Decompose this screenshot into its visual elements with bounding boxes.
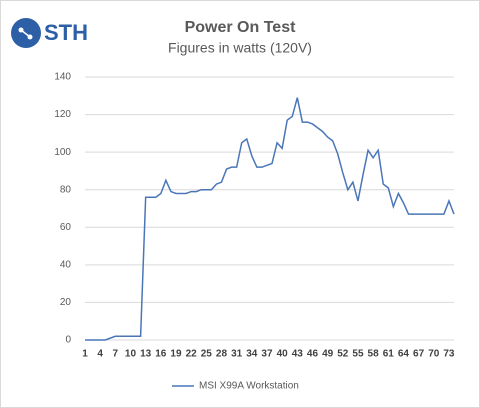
x-tick-label: 1 xyxy=(82,349,88,360)
x-tick-label: 19 xyxy=(170,349,182,360)
x-tick-label: 13 xyxy=(140,349,152,360)
x-tick-label: 64 xyxy=(398,349,410,360)
x-tick-label: 10 xyxy=(125,349,137,360)
x-tick-label: 55 xyxy=(352,349,364,360)
logo-link xyxy=(20,29,31,38)
x-tick-label: 73 xyxy=(443,349,455,360)
y-tick-label: 140 xyxy=(54,72,71,83)
x-tick-label: 46 xyxy=(307,349,319,360)
y-tick-label: 40 xyxy=(60,259,72,270)
y-tick-label: 60 xyxy=(60,222,72,233)
y-tick-label: 20 xyxy=(60,297,72,308)
x-tick-label: 4 xyxy=(97,349,103,360)
x-tick-label: 58 xyxy=(368,349,380,360)
y-tick-label: 100 xyxy=(54,147,71,158)
x-tick-label: 37 xyxy=(261,349,273,360)
x-tick-label: 61 xyxy=(383,349,395,360)
x-tick-label: 52 xyxy=(337,349,349,360)
x-tick-label: 40 xyxy=(277,349,289,360)
x-tick-label: 67 xyxy=(413,349,425,360)
legend-label: MSI X99A Workstation xyxy=(199,381,299,392)
logo-text: STH xyxy=(44,20,88,45)
x-tick-label: 28 xyxy=(216,349,228,360)
y-tick-label: 120 xyxy=(54,109,71,120)
chart-subtitle: Figures in watts (120V) xyxy=(168,40,312,56)
x-tick-label: 16 xyxy=(155,349,167,360)
x-tick-label: 34 xyxy=(246,349,258,360)
x-tick-label: 22 xyxy=(186,349,198,360)
x-tick-label: 7 xyxy=(113,349,119,360)
data-line xyxy=(85,97,455,341)
x-tick-label: 43 xyxy=(292,349,304,360)
y-tick-label: 80 xyxy=(60,184,72,195)
x-tick-label: 49 xyxy=(322,349,334,360)
chart-title: Power On Test xyxy=(185,19,297,36)
x-tick-label: 70 xyxy=(428,349,440,360)
x-tick-label: 31 xyxy=(231,349,243,360)
logo: STH xyxy=(11,18,88,48)
y-tick-label: 0 xyxy=(65,335,71,346)
x-tick-label: 25 xyxy=(201,349,213,360)
